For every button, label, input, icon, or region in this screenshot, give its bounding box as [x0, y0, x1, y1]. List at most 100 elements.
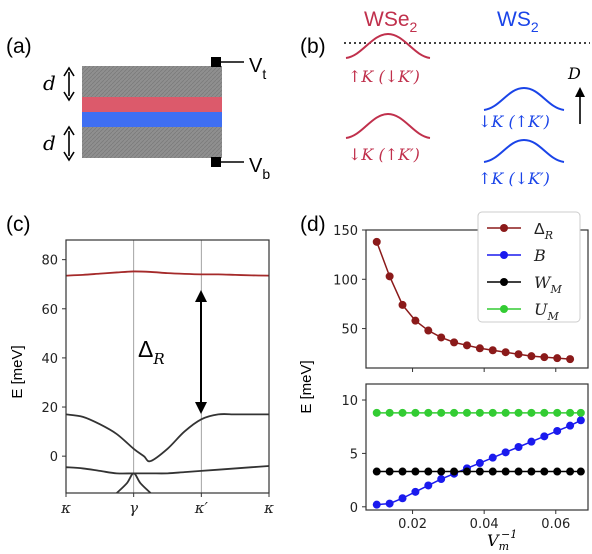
data-point	[514, 443, 523, 451]
panel-d-label: (d)	[300, 213, 326, 236]
data-point	[501, 448, 510, 457]
data-point	[566, 408, 575, 417]
data-point	[475, 467, 484, 476]
data-point	[372, 500, 381, 509]
ws2-band-lower	[483, 138, 565, 163]
legend-box	[477, 211, 581, 323]
legend-label: WM	[534, 273, 562, 296]
wse2-band-upper	[345, 32, 431, 59]
x-tick-label: κ	[60, 499, 71, 517]
data-point	[372, 237, 381, 246]
data-point	[553, 426, 562, 435]
panel-a: (a) d d Vt Vb	[6, 35, 270, 182]
wse2-layer	[82, 97, 222, 112]
data-point	[488, 467, 497, 476]
data-point	[450, 338, 459, 347]
data-point	[540, 408, 549, 417]
d-top-arrow	[63, 66, 75, 102]
data-point	[424, 326, 433, 335]
panel-d-upper-frame	[365, 229, 589, 369]
data-point	[398, 300, 407, 309]
data-point	[540, 432, 549, 441]
data-point	[553, 408, 562, 417]
panel-c-ticks: κ γ κ′ κ 0 20 40 60 80	[41, 240, 274, 517]
data-point	[450, 467, 459, 476]
data-point	[475, 344, 484, 353]
panel-c-label: (c)	[6, 213, 31, 236]
bottom-gate-layer	[82, 127, 222, 158]
top-contact	[211, 57, 221, 67]
x-tick-label: 0.04	[470, 517, 499, 532]
data-point	[514, 408, 523, 417]
data-point	[385, 499, 394, 508]
data-point	[437, 475, 446, 484]
x-tick-label: κ′	[194, 499, 209, 517]
data-point	[527, 437, 536, 446]
data-point	[540, 353, 549, 362]
data-point	[462, 408, 471, 417]
x-tick-label: 0.06	[541, 517, 570, 532]
wse2-band-lower	[345, 112, 431, 139]
data-point	[450, 408, 459, 417]
vt-label: Vt	[249, 55, 266, 82]
data-point	[527, 352, 536, 361]
data-point	[553, 354, 562, 363]
band-curve-0	[66, 270, 269, 277]
data-point	[566, 421, 575, 430]
wse2-band-upper-label: ↑K (↓K′)	[348, 67, 420, 86]
d-top-label: d	[43, 71, 56, 95]
series-line-Δ_R	[376, 241, 571, 360]
data-point	[398, 467, 407, 476]
wse2-title: WSe2	[364, 8, 418, 35]
wse2-band-lower-label: ↓K (↑K′)	[348, 145, 420, 164]
ws2-band-lower-label: ↑K (↓K′)	[478, 169, 550, 188]
legend-marker	[500, 305, 508, 313]
ws2-title: WS2	[497, 8, 539, 35]
panel-a-label: (a)	[6, 35, 32, 58]
data-point	[385, 467, 394, 476]
data-point	[475, 408, 484, 417]
data-point	[398, 494, 407, 503]
band-curve-1	[66, 413, 269, 463]
legend-marker	[500, 278, 508, 286]
data-point	[424, 467, 433, 476]
y-tick-label: 0	[50, 450, 58, 465]
data-point	[372, 408, 381, 417]
panel-d-ticks: 50 100 150 0 5 10 0.02 0.04 0.06	[333, 224, 570, 532]
d-bottom-label: d	[43, 131, 56, 155]
legend-marker	[500, 224, 508, 232]
ws2-layer	[82, 112, 222, 127]
vb-label: Vb	[249, 155, 270, 182]
panel-d-lower-frame	[365, 383, 589, 511]
delta-r-label: ΔR	[138, 336, 165, 368]
y-tick-label: 20	[41, 401, 58, 416]
data-point	[566, 355, 575, 364]
data-point	[424, 481, 433, 490]
legend-marker	[500, 251, 508, 259]
data-point	[488, 408, 497, 417]
data-point	[385, 272, 394, 281]
y-tick-label: 40	[41, 352, 58, 367]
data-point	[437, 467, 446, 476]
data-point	[488, 453, 497, 462]
data-point	[501, 408, 510, 417]
panel-c-ylabel: E [meV]	[9, 345, 26, 398]
band-curve-3	[116, 472, 152, 493]
top-gate-layer	[82, 66, 222, 97]
data-point	[437, 408, 446, 417]
panel-b: (b) WSe2 WS2 ↑K (↓K′) ↓K (↑K′) ↓K (↑K′) …	[300, 8, 590, 188]
data-point	[462, 341, 471, 350]
data-point	[501, 467, 510, 476]
panel-d-xlabel: Vm−1	[487, 528, 517, 553]
panel-d-ylabel: E [meV]	[298, 360, 315, 413]
band-curve-2	[66, 465, 269, 475]
data-point	[514, 467, 523, 476]
panel-d: (d) E [meV] 50 100 150 0 5 10 0.02 0.04 0.06 ΔR B…	[298, 211, 589, 553]
y-tick-label: 80	[41, 254, 58, 269]
data-point	[527, 467, 536, 476]
d-field-label: D	[567, 64, 581, 83]
data-point	[540, 467, 549, 476]
data-point	[501, 348, 510, 357]
data-point	[527, 408, 536, 417]
ws2-band-upper	[483, 86, 565, 111]
